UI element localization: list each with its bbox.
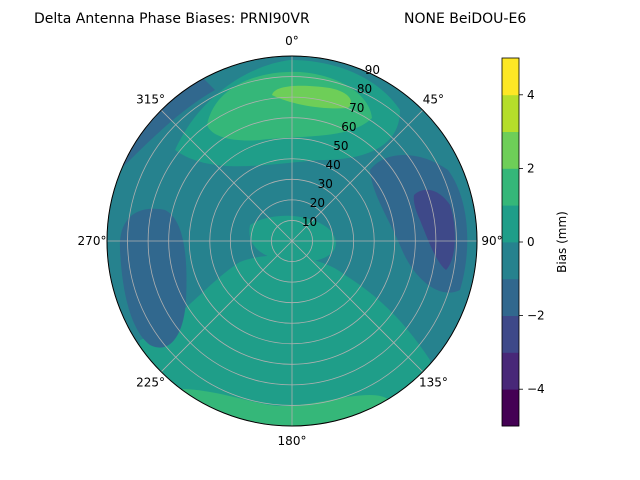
radial-tick-90: 90 — [365, 63, 380, 77]
chart-subtitle: NONE BeiDOU-E6 — [404, 11, 526, 27]
colorbar-ticks: 4 2 0 −2 −4 — [519, 88, 545, 396]
colorbar-tick-0: 4 — [527, 88, 535, 102]
radial-tick-80: 80 — [357, 82, 372, 96]
colorbar-segment-1 — [502, 352, 519, 390]
colorbar-segment-5 — [502, 205, 519, 243]
chart-title: Delta Antenna Phase Biases: PRNI90VR — [34, 11, 310, 27]
colorbar-segment-2 — [502, 315, 519, 353]
colorbar-segment-3 — [502, 278, 519, 316]
plot-boundary — [106, 55, 478, 427]
colorbar-segment-7 — [502, 131, 519, 169]
angular-tick-135: 135° — [419, 375, 448, 389]
angular-tick-315: 315° — [136, 93, 165, 107]
contour-center-mid — [249, 215, 336, 262]
colorbar-segment-8 — [502, 94, 519, 132]
grid-spoke-135 — [291, 240, 424, 373]
polar-grid — [106, 55, 478, 427]
angular-tick-0: 0° — [285, 34, 299, 48]
colorbar-tick-4: −4 — [527, 382, 545, 396]
angular-tick-270: 270° — [78, 234, 107, 248]
colorbar-segment-9 — [502, 58, 519, 96]
grid-spoke-315 — [160, 109, 293, 242]
colorbar-segment-4 — [502, 242, 519, 280]
colorbar-tick-1: 2 — [527, 161, 535, 175]
contour-south-peak — [160, 389, 402, 426]
angular-tick-180: 180° — [278, 434, 307, 448]
colorbar-label: Bias (mm) — [555, 211, 569, 273]
angular-tick-labels: 0° 45° 90° 135° 180° 225° 270° 315° — [78, 34, 503, 448]
radial-tick-labels: 10 20 30 40 50 60 70 80 90 — [302, 63, 380, 229]
radial-tick-10: 10 — [302, 215, 317, 229]
radial-tick-70: 70 — [349, 101, 364, 115]
angular-tick-45: 45° — [423, 93, 444, 107]
radial-tick-60: 60 — [341, 120, 356, 134]
radial-tick-40: 40 — [326, 158, 341, 172]
angular-tick-90: 90° — [481, 234, 502, 248]
colorbar-tick-3: −2 — [527, 309, 545, 323]
grid-spoke-225 — [160, 240, 293, 373]
contour-east-lowest — [413, 189, 455, 270]
colorbar-segment-0 — [502, 389, 519, 427]
colorbar — [501, 57, 520, 427]
radial-tick-50: 50 — [333, 139, 348, 153]
colorbar-tick-2: 0 — [527, 235, 535, 249]
radial-tick-30: 30 — [318, 177, 333, 191]
radial-tick-20: 20 — [310, 196, 325, 210]
angular-tick-225: 225° — [136, 375, 165, 389]
grid-spoke-45 — [291, 109, 424, 242]
colorbar-segment-6 — [502, 168, 519, 206]
